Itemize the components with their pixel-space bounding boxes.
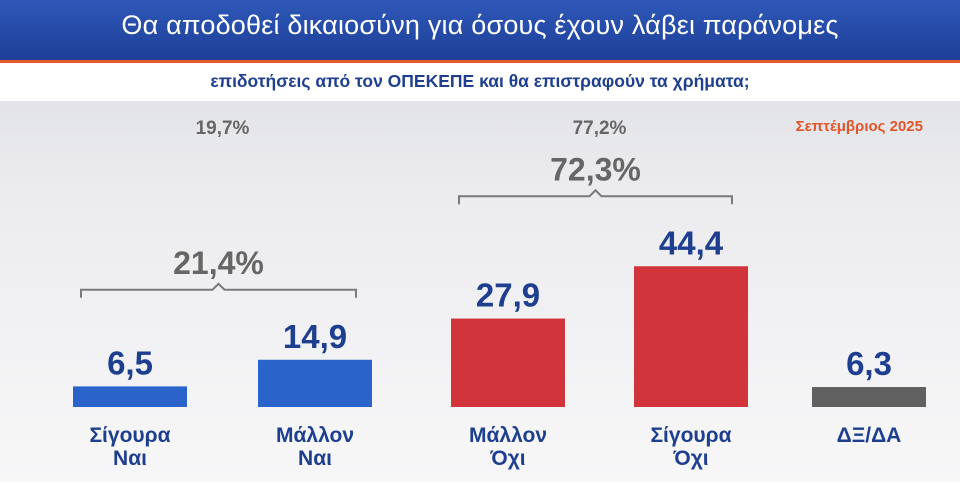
category-label: ΔΞ/ΔΑ xyxy=(837,424,902,447)
category-label: Μάλλον xyxy=(469,424,547,447)
chart-subtitle: επιδοτήσεις από τον ΟΠΕΚΕΠΕ και θα επιστ… xyxy=(210,71,750,91)
chart-title: Θα αποδοθεί δικαιοσύνη για όσους έχουν λ… xyxy=(121,10,839,40)
group-total-label: 19,7% xyxy=(196,118,250,139)
data-label: 27,9 xyxy=(476,277,540,314)
data-label: 6,3 xyxy=(846,345,892,382)
survey-date: Σεπτέμβριος 2025 xyxy=(795,118,923,135)
bar xyxy=(451,318,565,407)
group-sum-label: 21,4% xyxy=(173,245,264,281)
category-label: Όχι xyxy=(489,447,525,470)
category-label: Ναι xyxy=(298,447,332,470)
accent-line xyxy=(0,60,960,63)
data-label: 6,5 xyxy=(107,344,153,381)
bar xyxy=(73,386,187,407)
category-label: Όχι xyxy=(672,447,708,470)
data-label: 14,9 xyxy=(283,318,347,355)
title-bar xyxy=(0,0,960,60)
group-bracket xyxy=(458,188,733,205)
category-label: Μάλλον xyxy=(276,424,354,447)
category-label: Σίγουρα xyxy=(650,424,731,447)
category-label: Ναι xyxy=(113,447,147,470)
data-label: 44,4 xyxy=(659,224,724,261)
group-bracket xyxy=(80,282,357,298)
group-total-label: 77,2% xyxy=(573,118,627,139)
group-sum-label: 72,3% xyxy=(550,151,641,187)
bar xyxy=(258,359,372,407)
bar xyxy=(812,387,926,407)
bar xyxy=(634,266,748,407)
category-label: Σίγουρα xyxy=(89,424,170,447)
subtitle-bar xyxy=(0,63,960,101)
